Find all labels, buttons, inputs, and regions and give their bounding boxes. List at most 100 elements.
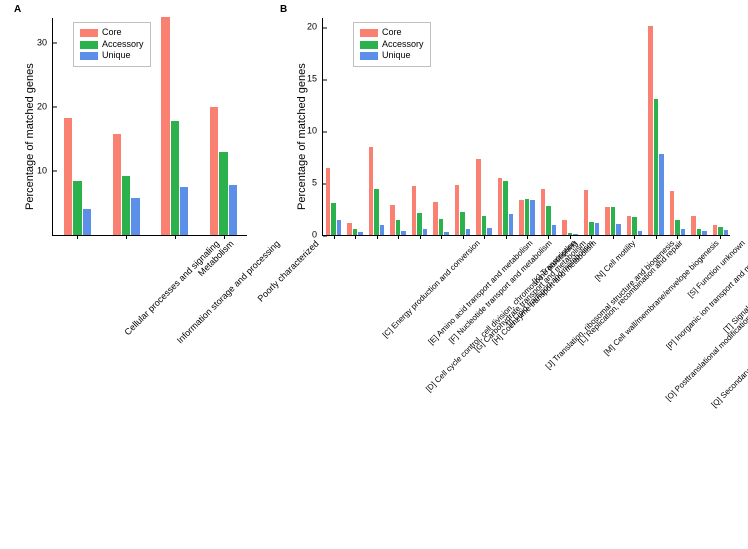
panel-b-y-axis-title: Percentage of matched genes <box>296 63 308 210</box>
bar-group <box>210 17 237 235</box>
bar-unique <box>337 220 341 235</box>
bar-unique <box>616 224 620 235</box>
bar-group <box>713 17 728 235</box>
bar-accessory <box>439 219 443 235</box>
bar-core <box>670 191 674 235</box>
bar-unique <box>131 198 139 235</box>
bar-accessory <box>718 227 722 235</box>
legend-label: Accessory <box>102 39 144 51</box>
bar-accessory <box>482 216 486 235</box>
legend: CoreAccessoryUnique <box>73 22 151 67</box>
bar-accessory <box>460 212 464 235</box>
bar-accessory <box>654 99 658 235</box>
bar-unique <box>423 229 427 235</box>
x-tick <box>591 235 592 239</box>
bar-accessory <box>589 222 593 235</box>
legend: CoreAccessoryUnique <box>353 22 431 67</box>
x-tick <box>720 235 721 239</box>
x-tick <box>570 235 571 239</box>
legend-label: Unique <box>102 50 131 62</box>
bar-unique <box>401 231 405 235</box>
bar-accessory <box>331 203 335 235</box>
x-tick <box>77 235 78 239</box>
bar-group <box>648 17 663 235</box>
panel-b-label: B <box>280 4 287 15</box>
bar-group <box>541 17 556 235</box>
bar-core <box>161 17 169 235</box>
bar-accessory <box>697 229 701 235</box>
bar-accessory <box>417 213 421 235</box>
y-tick: 20 <box>307 23 323 32</box>
bar-core <box>584 190 588 235</box>
bar-core <box>648 26 652 235</box>
bar-accessory <box>525 199 529 235</box>
legend-item: Accessory <box>80 39 144 51</box>
bar-group <box>584 17 599 235</box>
x-tick-label: Cellular processes and signaling <box>119 235 221 337</box>
x-tick <box>126 235 127 239</box>
x-tick <box>677 235 678 239</box>
x-tick <box>398 235 399 239</box>
bar-unique <box>552 225 556 235</box>
bar-accessory <box>73 181 81 236</box>
bar-accessory <box>568 233 572 235</box>
legend-item: Core <box>360 27 424 39</box>
legend-label: Core <box>102 27 122 39</box>
y-tick: 15 <box>307 75 323 84</box>
y-tick: 10 <box>37 166 53 175</box>
legend-swatch <box>360 52 378 60</box>
bar-unique <box>380 225 384 235</box>
bar-group <box>498 17 513 235</box>
legend-label: Accessory <box>382 39 424 51</box>
bar-core <box>691 216 695 235</box>
bar-unique <box>638 231 642 235</box>
bar-group <box>627 17 642 235</box>
bar-accessory <box>219 152 227 235</box>
legend-item: Unique <box>80 50 144 62</box>
bar-core <box>605 207 609 235</box>
x-tick <box>334 235 335 239</box>
bar-group <box>519 17 534 235</box>
legend-item: Core <box>80 27 144 39</box>
legend-label: Core <box>382 27 402 39</box>
x-tick <box>506 235 507 239</box>
y-tick: 10 <box>307 127 323 136</box>
bar-core <box>433 202 437 235</box>
bar-unique <box>229 185 237 235</box>
x-tick <box>699 235 700 239</box>
bar-core <box>562 220 566 235</box>
panel-a-y-axis-title: Percentage of matched genes <box>24 63 36 210</box>
bar-unique <box>595 223 599 235</box>
legend-label: Unique <box>382 50 411 62</box>
bar-unique <box>487 228 491 235</box>
bar-core <box>455 185 459 235</box>
x-tick <box>355 235 356 239</box>
x-tick <box>613 235 614 239</box>
bar-accessory <box>611 207 615 235</box>
x-tick <box>175 235 176 239</box>
legend-item: Unique <box>360 50 424 62</box>
y-tick: 0 <box>312 231 323 240</box>
legend-swatch <box>360 29 378 37</box>
bar-accessory <box>503 181 507 235</box>
x-tick <box>441 235 442 239</box>
bar-core <box>113 134 121 235</box>
bar-unique <box>509 214 513 235</box>
bar-group <box>455 17 470 235</box>
bar-group <box>161 17 188 235</box>
legend-swatch <box>80 52 98 60</box>
bar-unique <box>358 232 362 235</box>
bar-group <box>326 17 341 235</box>
x-tick <box>484 235 485 239</box>
bar-core <box>347 223 351 235</box>
bar-unique <box>444 232 448 235</box>
x-tick <box>656 235 657 239</box>
bar-group <box>433 17 448 235</box>
bar-core <box>390 205 394 235</box>
bar-accessory <box>546 206 550 235</box>
bar-core <box>519 200 523 235</box>
bar-core <box>412 186 416 235</box>
bar-core <box>541 189 545 235</box>
bar-core <box>498 178 502 235</box>
bar-group <box>476 17 491 235</box>
